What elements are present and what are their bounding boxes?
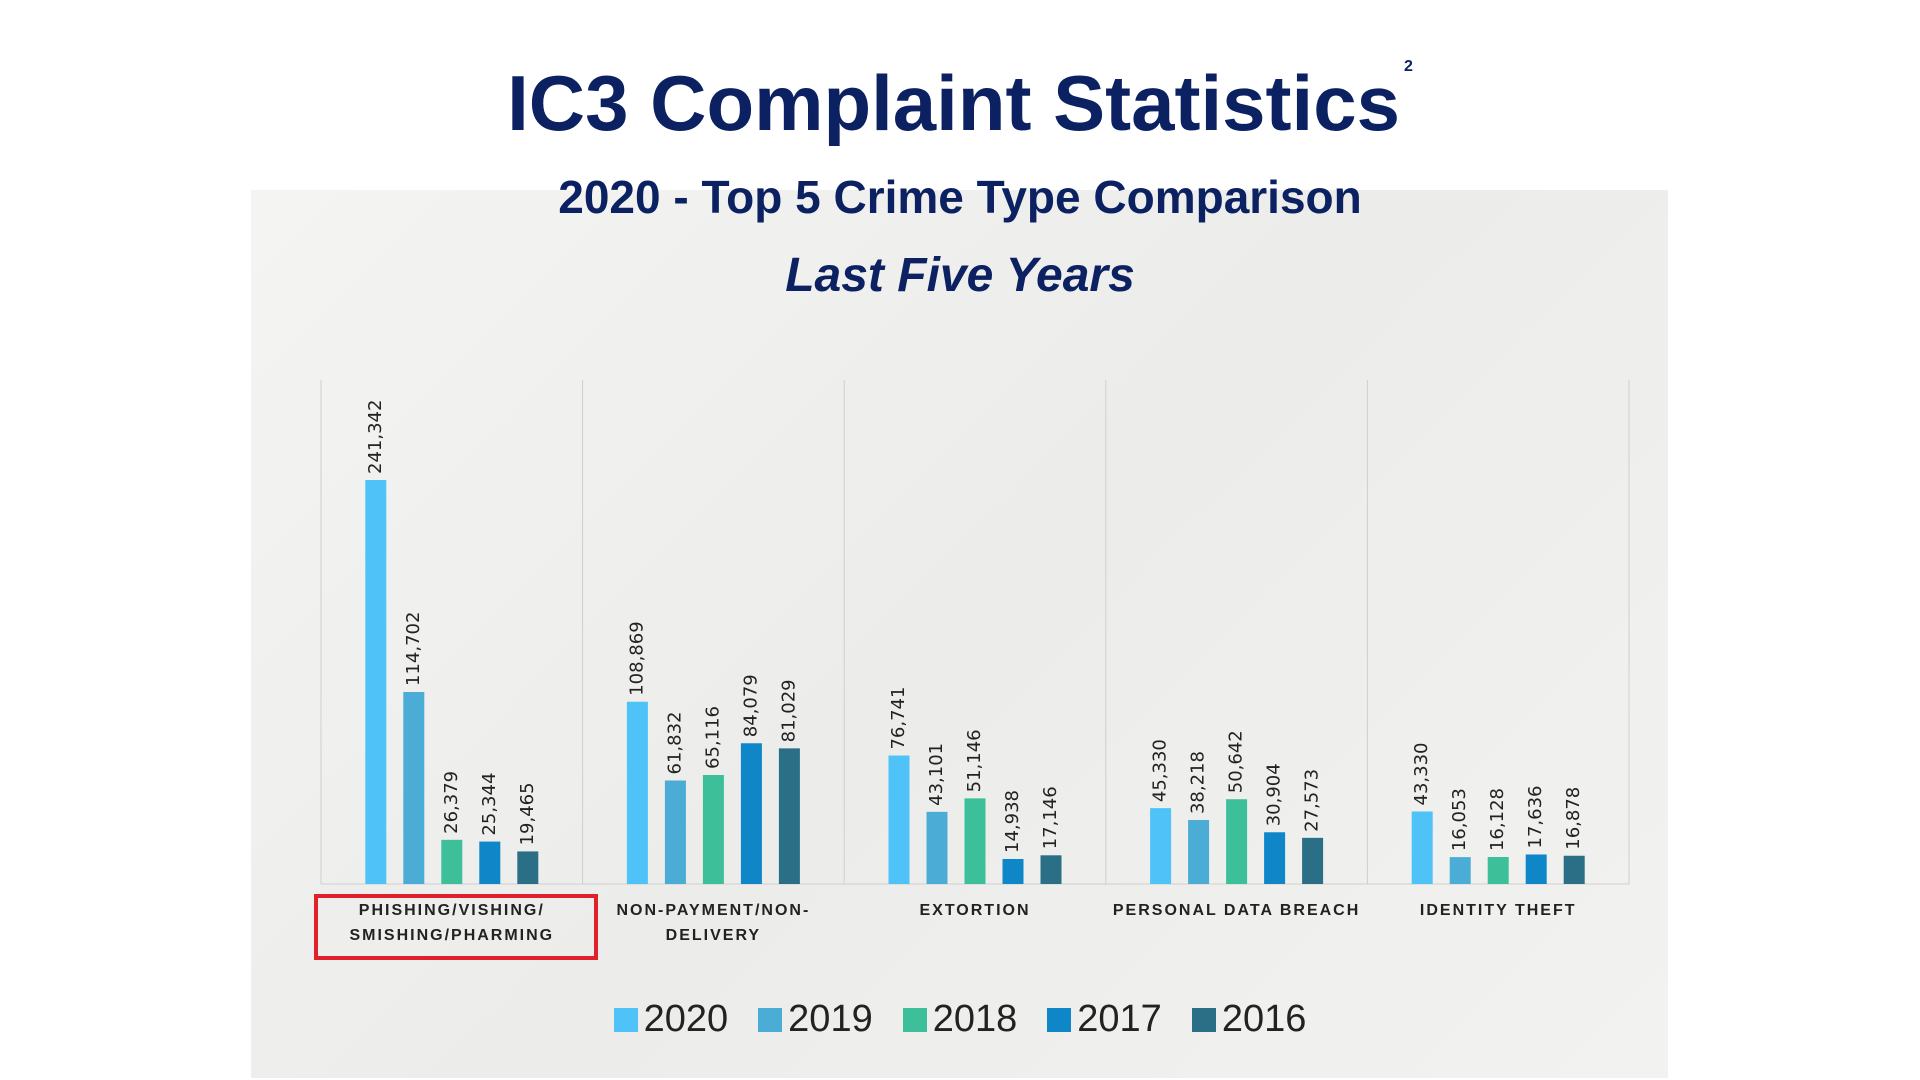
value-label: 43,330 (1411, 742, 1432, 805)
bar (479, 841, 501, 884)
legend-swatch (613, 1007, 638, 1032)
value-label: 17,636 (1525, 785, 1546, 848)
value-label: 241,342 (365, 400, 386, 474)
bar (1449, 857, 1471, 884)
legend: 2020 2019 2018 2017 2016 (0, 998, 1920, 1041)
legend-item: 2020 (613, 998, 729, 1041)
value-label: 14,938 (1002, 790, 1023, 853)
bar (1226, 799, 1248, 884)
bar (778, 748, 800, 884)
x-tick-label: NON-PAYMENT/NON-DELIVERY (616, 902, 811, 944)
bar (1411, 811, 1433, 884)
bar (365, 480, 387, 884)
value-label: 65,116 (702, 706, 723, 769)
value-label: 16,053 (1449, 788, 1470, 851)
legend-label: 2017 (1077, 998, 1162, 1040)
legend-label: 2020 (643, 998, 729, 1040)
legend-label: 2019 (788, 998, 873, 1040)
legend-item: 2019 (758, 998, 873, 1041)
value-label: 50,642 (1226, 730, 1247, 793)
chart-subtitle: 2020 - Top 5 Crime Type Comparison (558, 171, 1362, 223)
value-label: 30,904 (1264, 763, 1285, 826)
bar (626, 701, 648, 884)
bar (1563, 855, 1585, 884)
bar (1487, 857, 1509, 884)
value-label: 114,702 (403, 612, 424, 686)
value-label: 26,379 (441, 771, 462, 834)
bar (702, 774, 724, 884)
x-tick-label: PHISHING/VISHING/SMISHING/PHARMING (349, 902, 555, 944)
value-label: 16,878 (1563, 787, 1584, 850)
legend-label: 2018 (932, 998, 1018, 1040)
value-label: 45,330 (1150, 739, 1171, 802)
bar (403, 691, 425, 884)
value-label: 61,832 (664, 712, 685, 775)
bar (740, 743, 762, 884)
value-label: 19,465 (517, 782, 538, 845)
value-label: 108,869 (626, 621, 647, 695)
bar (1150, 808, 1172, 884)
value-label: 43,101 (926, 743, 947, 806)
chart-subtitle2: Last Five Years (785, 249, 1135, 302)
bar (964, 798, 986, 884)
x-tick-label: IDENTITY THEFT (1419, 902, 1577, 919)
bar (1525, 854, 1547, 884)
legend-swatch (758, 1007, 783, 1032)
bar (1040, 855, 1062, 884)
bar (1264, 832, 1286, 884)
value-label: 51,146 (964, 729, 985, 792)
background (251, 190, 1668, 1078)
legend-item: 2017 (1047, 998, 1162, 1041)
legend-item: 2016 (1191, 998, 1307, 1041)
chart-title-wrap: IC3 Complaint Statistics 2 (0, 58, 1920, 149)
legend-item: 2018 (902, 998, 1018, 1041)
bar (888, 755, 910, 884)
value-label: 25,344 (479, 773, 500, 836)
bar (517, 851, 539, 884)
value-label: 17,146 (1040, 786, 1061, 849)
value-label: 27,573 (1302, 769, 1323, 832)
value-label: 84,079 (740, 674, 761, 737)
value-label: 81,029 (778, 679, 799, 742)
bar (441, 839, 463, 884)
bar (1302, 837, 1324, 884)
value-label: 76,741 (888, 687, 909, 750)
bar (1002, 858, 1024, 884)
x-tick-label: PERSONAL DATA BREACH (1112, 902, 1361, 919)
bar (664, 780, 686, 884)
value-label: 16,128 (1487, 788, 1508, 851)
legend-swatch (1191, 1007, 1216, 1032)
legend-swatch (1047, 1007, 1072, 1032)
title-footnote: 2 (1403, 58, 1413, 75)
x-tick-label: EXTORTION (919, 902, 1031, 919)
value-label: 38,218 (1188, 751, 1209, 814)
legend-swatch (902, 1007, 927, 1032)
highlight-box (313, 894, 598, 960)
legend-label: 2016 (1221, 998, 1307, 1040)
chart-title: IC3 Complaint Statistics (507, 59, 1400, 147)
bar (926, 811, 948, 884)
bar (1188, 820, 1210, 884)
